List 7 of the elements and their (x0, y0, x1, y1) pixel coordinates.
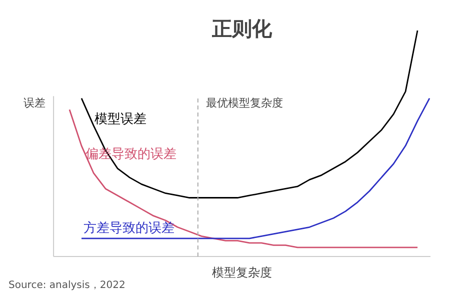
chart-title: 正则化 (211, 16, 273, 40)
annotation: 最优模型复杂度 (206, 96, 283, 110)
series-label: 方差导致的误差 (84, 220, 174, 236)
source-note: Source: analysis，2022 (8, 280, 126, 292)
x-axis-title: 模型复杂度 (212, 266, 272, 280)
y-axis-title: 误差 (24, 96, 46, 110)
series-label: 模型误差 (94, 112, 146, 127)
